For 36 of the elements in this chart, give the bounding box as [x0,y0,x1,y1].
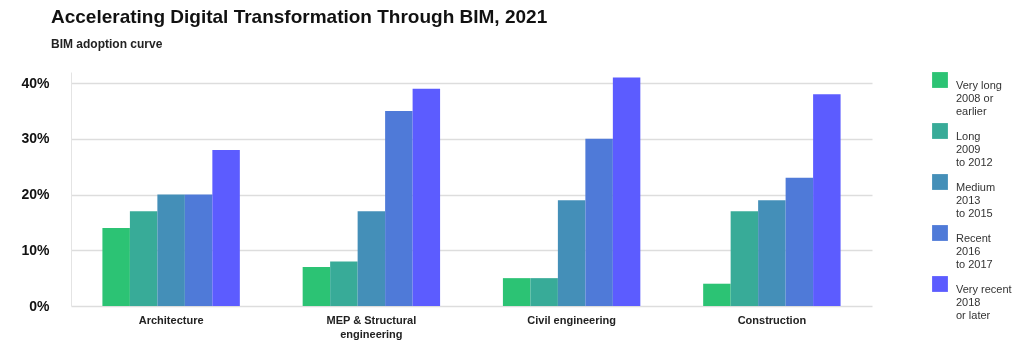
bar [212,150,240,306]
x-tick-label: MEP & Structural engineering [326,313,417,340]
legend-label: Long 2009 to 2012 [956,130,993,168]
bar [357,211,386,306]
bar [730,211,759,306]
x-tick-label: Architecture [138,313,204,326]
bar [785,177,814,306]
chart-subtitle: BIM adoption curve [51,37,163,51]
y-tick-label: 10% [21,241,51,258]
bar [385,111,413,306]
y-tick-label: 0% [29,297,51,314]
bar [703,283,731,306]
y-tick-label: 30% [21,130,51,147]
bar [102,228,130,306]
x-tick-label: Construction [737,313,807,326]
bar [412,88,441,306]
legend-label: Very long 2008 or earlier [956,79,1002,117]
bar [129,211,158,306]
bar [302,267,331,306]
bar [557,200,586,306]
chart-title: Accelerating Digital Transformation Through BIM, 2021 [51,6,548,27]
bar [184,194,213,306]
bar [612,77,641,306]
legend-label: Very recent 2018 or later [956,283,1012,321]
bar [758,200,786,306]
legend-label: Recent 2016 to 2017 [956,232,993,270]
bar [502,278,531,306]
bar [530,278,558,306]
bar [813,94,841,306]
bar [585,138,613,306]
bar [330,261,358,306]
y-tick-label: 40% [21,74,51,91]
bar [157,194,185,306]
x-tick-label: Civil engineering [527,313,616,326]
y-tick-label: 20% [21,186,51,203]
legend-label: Medium 2013 to 2015 [956,181,996,219]
